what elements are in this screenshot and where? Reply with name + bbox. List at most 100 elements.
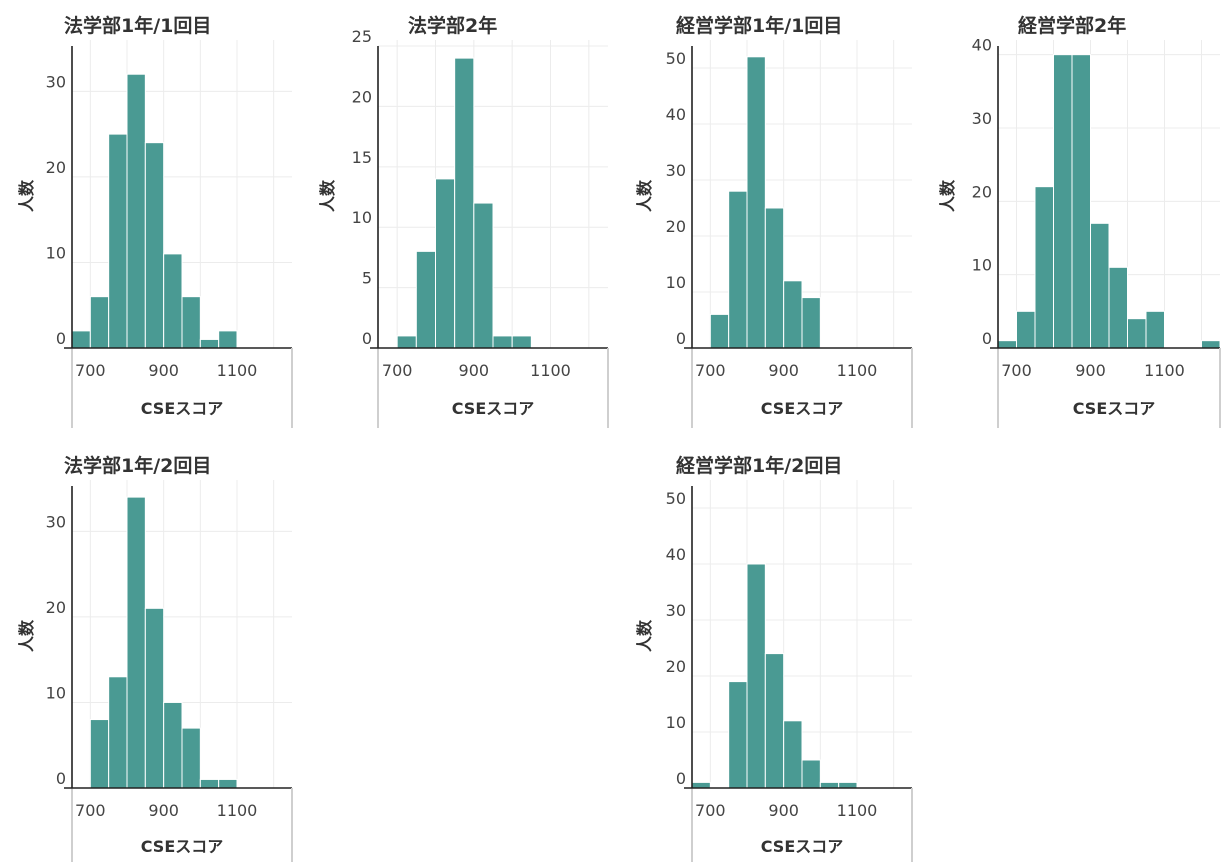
histogram-bar xyxy=(89,719,110,789)
panel-title: 経営学部1年/2回目 xyxy=(676,454,842,477)
histogram-bar xyxy=(181,296,201,349)
histogram-bar xyxy=(746,56,766,349)
y-axis-label: 人数 xyxy=(17,619,36,652)
x-tick-label: 900 xyxy=(768,361,799,380)
histogram-bar xyxy=(108,133,128,349)
histogram-bar xyxy=(1034,186,1054,349)
y-tick-label: 10 xyxy=(46,683,66,702)
y-axis-label: 人数 xyxy=(938,179,957,212)
x-tick-label: 900 xyxy=(1075,361,1106,380)
histogram-bar xyxy=(473,202,494,349)
histogram-bar xyxy=(163,253,183,349)
x-axis-label: CSEスコア xyxy=(452,399,535,418)
histogram-bar xyxy=(108,676,128,789)
histogram-bar xyxy=(181,727,201,789)
y-tick-label: 0 xyxy=(676,769,686,788)
y-tick-label: 20 xyxy=(46,158,66,177)
histogram-bar xyxy=(709,313,730,349)
y-tick-label: 40 xyxy=(666,545,686,564)
y-tick-label: 10 xyxy=(352,208,372,227)
histogram-bar xyxy=(126,496,146,789)
y-tick-label: 40 xyxy=(972,36,992,55)
panel-0: 法学部1年/1回目 人数 CSEスコア 0 10 20 30 700 900 1100 xyxy=(17,14,293,428)
histogram-bar xyxy=(783,280,803,349)
panel-title: 法学部1年/1回目 xyxy=(64,14,211,37)
y-tick-label: 0 xyxy=(982,329,992,348)
histogram-bar xyxy=(1071,54,1091,349)
x-tick-label: 1100 xyxy=(837,801,878,820)
histogram-bar xyxy=(1016,310,1036,349)
y-tick-label: 30 xyxy=(46,72,66,91)
y-tick-label: 10 xyxy=(666,713,686,732)
histogram-bar xyxy=(144,607,165,789)
histogram-bar xyxy=(89,296,110,349)
y-tick-label: 10 xyxy=(972,256,992,275)
histogram-bar xyxy=(1127,318,1147,349)
y-axis-label: 人数 xyxy=(635,179,654,212)
panel-title: 法学部1年/2回目 xyxy=(64,454,211,477)
x-axis-label: CSEスコア xyxy=(1073,399,1156,418)
panel-title: 経営学部2年 xyxy=(1018,14,1126,37)
panel-1: 法学部2年 人数 CSEスコア 0 5 10 15 20 25 700 900 1100 xyxy=(318,14,609,428)
y-tick-label: 0 xyxy=(56,329,66,348)
histogram-bar xyxy=(492,335,513,349)
x-tick-label: 900 xyxy=(148,361,179,380)
x-tick-label: 700 xyxy=(75,361,106,380)
y-tick-label: 0 xyxy=(56,769,66,788)
y-axis-label: 人数 xyxy=(635,619,654,652)
x-tick-label: 700 xyxy=(382,361,413,380)
y-tick-label: 20 xyxy=(972,182,992,201)
histogram-bar xyxy=(764,653,785,789)
x-tick-label: 700 xyxy=(75,801,106,820)
y-tick-label: 0 xyxy=(362,329,372,348)
y-tick-label: 0 xyxy=(676,329,686,348)
histogram-bar xyxy=(801,759,821,789)
x-tick-label: 1100 xyxy=(1144,361,1185,380)
x-tick-label: 900 xyxy=(459,361,490,380)
histogram-bar xyxy=(838,781,858,789)
histogram-bar xyxy=(783,720,803,789)
histogram-bar xyxy=(511,335,532,349)
y-tick-label: 20 xyxy=(666,217,686,236)
histogram-bar xyxy=(396,335,417,349)
panel-3: 経営学部2年 人数 CSEスコア 0 10 20 30 40 700 900 1100 xyxy=(938,14,1221,428)
y-tick-label: 30 xyxy=(666,601,686,620)
histogram-bar xyxy=(126,73,146,349)
x-axis-label: CSEスコア xyxy=(761,837,844,856)
x-tick-label: 900 xyxy=(148,801,179,820)
y-tick-label: 30 xyxy=(972,109,992,128)
histogram-bar xyxy=(144,142,165,349)
histogram-bar xyxy=(435,178,456,349)
y-tick-label: 15 xyxy=(352,148,372,167)
histogram-bar xyxy=(746,563,766,789)
x-tick-label: 1100 xyxy=(530,361,571,380)
histogram-bar xyxy=(218,778,238,789)
y-axis-label: 人数 xyxy=(17,179,36,212)
histogram-bar xyxy=(997,340,1017,349)
histogram-bar xyxy=(764,207,785,349)
panel-2: 経営学部1年/1回目 人数 CSEスコア 0 10 20 30 40 50 700 900 11… xyxy=(635,14,913,428)
y-tick-label: 50 xyxy=(666,49,686,68)
x-tick-label: 1100 xyxy=(217,801,258,820)
histogram-bar xyxy=(71,330,91,349)
panel-4: 法学部1年/2回目 人数 CSEスコア 0 10 20 30 700 900 1100 xyxy=(17,454,293,862)
y-tick-label: 50 xyxy=(666,489,686,508)
y-tick-label: 30 xyxy=(46,512,66,531)
x-axis-label: CSEスコア xyxy=(761,399,844,418)
x-tick-label: 900 xyxy=(768,801,799,820)
histogram-bar xyxy=(1053,54,1073,349)
y-tick-label: 10 xyxy=(46,243,66,262)
histogram-bar xyxy=(1145,310,1165,349)
x-axis-label: CSEスコア xyxy=(141,399,224,418)
histogram-bar xyxy=(1090,222,1110,349)
x-tick-label: 700 xyxy=(695,361,726,380)
histogram-bar xyxy=(728,681,748,789)
y-tick-label: 10 xyxy=(666,273,686,292)
y-axis-label: 人数 xyxy=(318,179,337,212)
histogram-bar xyxy=(163,701,183,789)
x-axis-label: CSEスコア xyxy=(141,837,224,856)
y-tick-label: 25 xyxy=(352,27,372,46)
histogram-bar xyxy=(415,250,437,349)
y-tick-label: 20 xyxy=(666,657,686,676)
